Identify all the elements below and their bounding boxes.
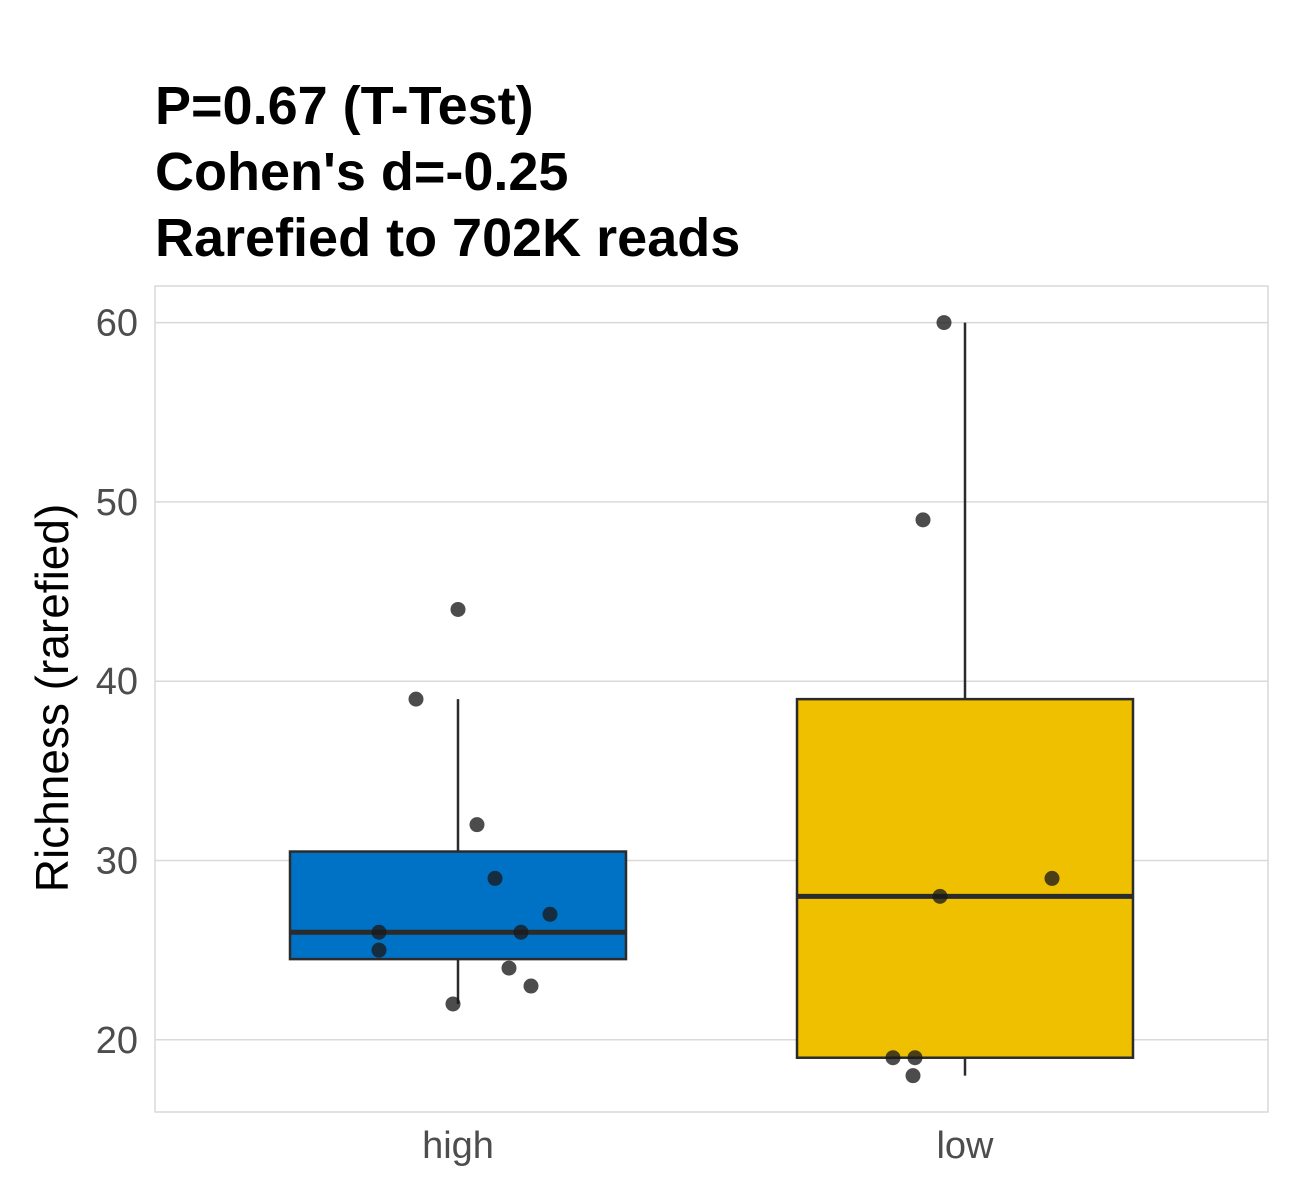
- data-point: [905, 1068, 921, 1084]
- data-point: [907, 1050, 923, 1066]
- box-high: [288, 699, 628, 1004]
- chart-title: P=0.67 (T-Test) Cohen's d=-0.25 Rarefied…: [155, 76, 740, 268]
- x-tick-label-low: low: [936, 1125, 994, 1167]
- data-point: [915, 512, 931, 528]
- data-point: [542, 906, 558, 922]
- title-line-cohens-d: Cohen's d=-0.25: [155, 142, 568, 202]
- plot-panel: [154, 285, 1269, 1113]
- y-tick-label-20: 20: [96, 1020, 138, 1062]
- data-point: [885, 1050, 901, 1066]
- title-line-rarefaction: Rarefied to 702K reads: [155, 208, 740, 268]
- title-line-pvalue: P=0.67 (T-Test): [155, 76, 534, 136]
- y-tick-label-30: 30: [96, 841, 138, 883]
- data-point: [371, 942, 387, 958]
- y-tick-label-60: 60: [96, 303, 138, 345]
- y-axis-ticks: 20 30 40 50 60: [96, 303, 138, 1062]
- data-point: [936, 315, 952, 331]
- iqr-box-high: [288, 850, 628, 961]
- data-point: [932, 888, 948, 904]
- data-point: [501, 960, 517, 976]
- iqr-box-low: [795, 697, 1135, 1059]
- boxes: [288, 322, 1135, 1076]
- data-point: [1044, 870, 1060, 886]
- data-points: [371, 315, 1060, 1084]
- data-point: [487, 870, 503, 886]
- data-point: [450, 601, 466, 617]
- x-axis-ticks: high low: [422, 1125, 994, 1167]
- data-point: [523, 978, 539, 994]
- data-point: [408, 691, 424, 707]
- y-axis-title: Richness (rarefied): [26, 504, 78, 893]
- data-point: [371, 924, 387, 940]
- y-tick-label-50: 50: [96, 482, 138, 524]
- x-tick-label-high: high: [422, 1125, 494, 1167]
- y-tick-label-40: 40: [96, 661, 138, 703]
- data-point: [513, 924, 529, 940]
- data-point: [445, 996, 461, 1012]
- data-point: [469, 817, 485, 833]
- box-low: [795, 322, 1135, 1076]
